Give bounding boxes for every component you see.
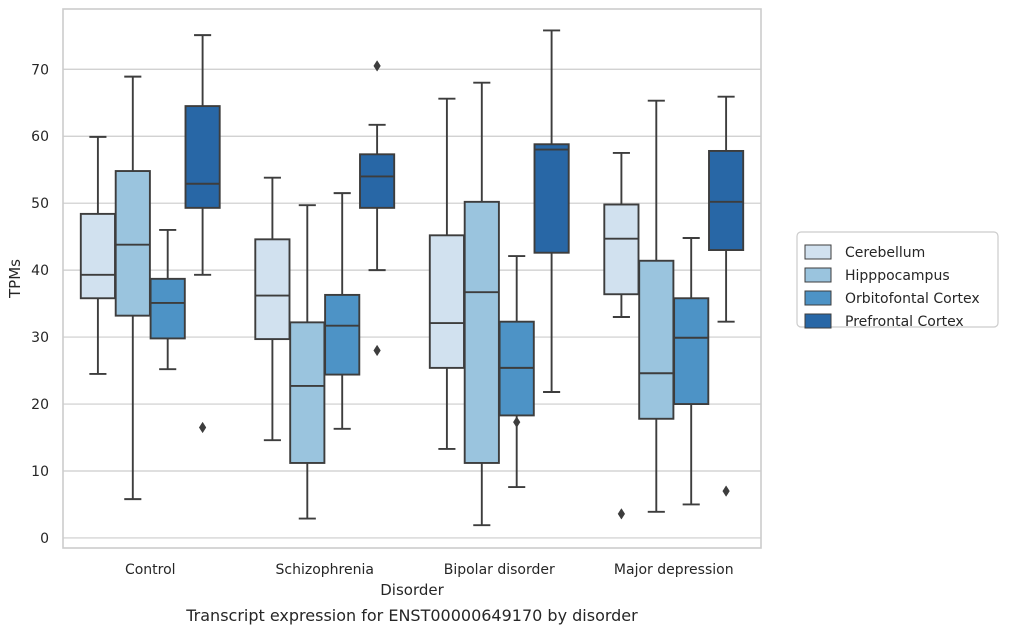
legend-swatch (804, 244, 832, 260)
outlier-marker (513, 416, 521, 428)
legend-label: Orbitofontal Cortex (845, 291, 980, 307)
x-tick-label: Control (125, 562, 176, 578)
x-tick-label: Major depression (614, 562, 734, 578)
y-tick-label: 30 (31, 330, 49, 346)
box-orbitofontal-cortex (673, 297, 710, 405)
outlier-marker (617, 508, 626, 520)
y-tick-label: 40 (31, 263, 49, 279)
y-tick-label: 50 (31, 196, 49, 212)
box-cerebellum (79, 212, 116, 300)
legend-label: Prefrontal Cortex (845, 314, 964, 330)
box-prefrontal-cortex (533, 143, 570, 254)
box-cerebellum (254, 238, 291, 341)
box-prefrontal-cortex (184, 105, 221, 209)
legend-swatch (804, 267, 832, 283)
box-hipppocampus (289, 321, 326, 464)
x-tick-label: Schizophrenia (276, 562, 374, 578)
outlier-marker (373, 60, 381, 72)
x-tick-label: Bipolar disorder (444, 562, 555, 578)
box-hipppocampus (638, 259, 675, 420)
y-tick-label: 10 (31, 464, 49, 480)
outlier-marker (722, 485, 730, 497)
legend-swatch (804, 313, 832, 329)
legend-swatch (804, 290, 832, 306)
y-tick-label: 60 (31, 129, 49, 145)
box-prefrontal-cortex (359, 153, 396, 209)
plot-frame (62, 8, 762, 549)
box-cerebellum (603, 203, 640, 296)
legend-label: Cerebellum (845, 245, 925, 261)
outlier-marker (198, 421, 207, 434)
box-orbitofontal-cortex (324, 293, 361, 376)
y-axis-label: TPMs (6, 259, 24, 299)
outlier-marker (373, 344, 381, 357)
box-hipppocampus (463, 200, 500, 464)
y-tick-label: 70 (31, 62, 49, 78)
x-axis-label: Disorder (380, 581, 444, 599)
y-tick-label: 0 (40, 531, 49, 547)
legend-label: Hipppocampus (845, 268, 950, 284)
chart-caption: Transcript expression for ENST0000064917… (186, 606, 638, 625)
box-hipppocampus (114, 170, 151, 317)
legend (796, 231, 999, 328)
y-tick-label: 20 (31, 397, 49, 413)
box-cerebellum (428, 234, 465, 369)
box-prefrontal-cortex (708, 149, 745, 251)
box-orbitofontal-cortex (149, 277, 186, 340)
